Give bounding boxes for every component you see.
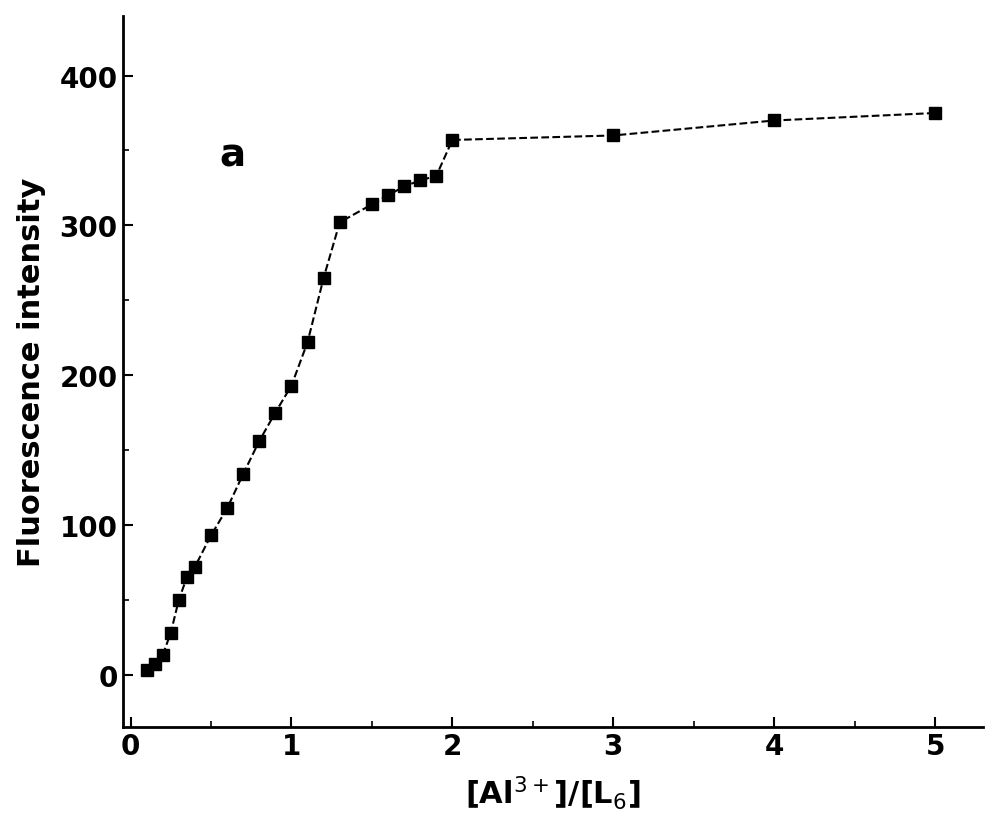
Y-axis label: Fluorescence intensity: Fluorescence intensity bbox=[17, 177, 46, 566]
Text: a: a bbox=[219, 137, 245, 174]
X-axis label: [Al$^{3+}$]/[L$_6$]: [Al$^{3+}$]/[L$_6$] bbox=[465, 774, 641, 811]
